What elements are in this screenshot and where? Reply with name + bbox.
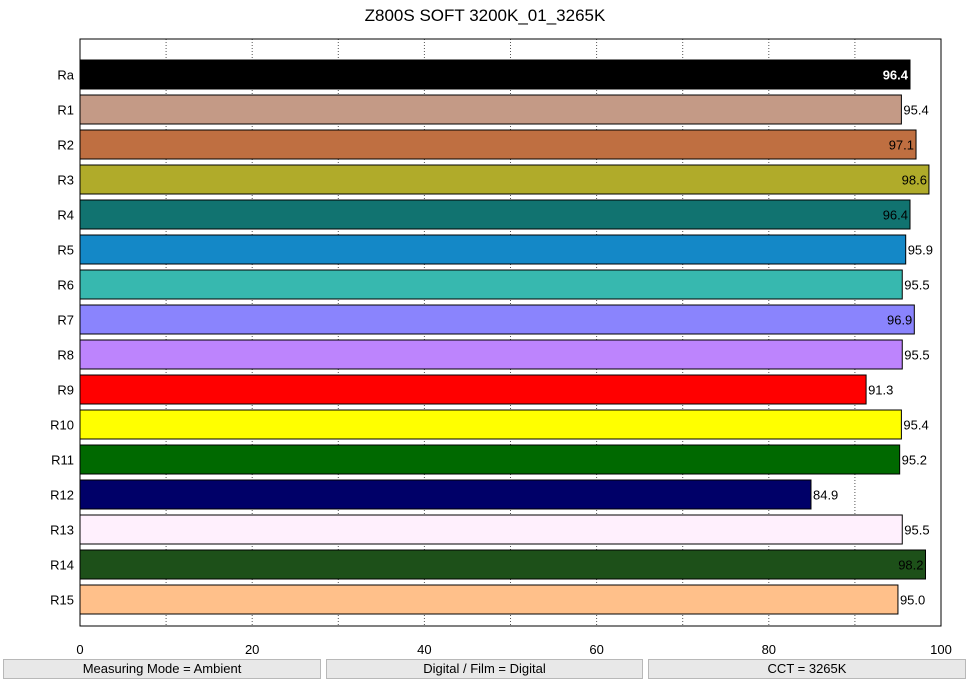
bar-r14 <box>79 549 927 580</box>
bars <box>79 59 930 615</box>
category-label-r7: R7 <box>57 313 74 328</box>
x-tick-label: 0 <box>76 642 83 657</box>
value-label-r2: 97.1 <box>889 138 914 153</box>
category-labels: Ra R1 R2 R3 R4 R5 R6 R7 R8 R9 R10 R11 R12 R13 R14 R15 <box>50 68 75 608</box>
category-label-r3: R3 <box>57 173 74 188</box>
digital-film-status: Digital / Film = Digital <box>326 659 643 679</box>
category-label-r10: R10 <box>50 418 74 433</box>
bar-r1 <box>79 94 902 125</box>
value-label-r11: 95.2 <box>902 453 927 468</box>
bar-r5 <box>79 234 907 265</box>
category-label-r14: R14 <box>50 558 74 573</box>
bar-r2 <box>79 129 917 160</box>
bar-r7 <box>79 304 915 335</box>
bar-r8 <box>79 339 903 370</box>
category-label-r8: R8 <box>57 348 74 363</box>
value-label-r3: 98.6 <box>902 173 927 188</box>
value-label-r14: 98.2 <box>898 558 923 573</box>
value-label-r4: 96.4 <box>883 208 908 223</box>
bar-r15 <box>79 584 899 615</box>
x-tick-label: 80 <box>762 642 776 657</box>
x-axis-ticks: 0 20 40 60 80 100 <box>76 642 951 657</box>
bar-r6 <box>79 269 903 300</box>
value-labels: 96.4 95.4 97.1 98.6 96.4 95.9 95.5 96.9 95.5 91.3… <box>813 68 933 608</box>
category-label-r15: R15 <box>50 593 74 608</box>
value-label-r1: 95.4 <box>903 103 928 118</box>
measuring-mode-status: Measuring Mode = Ambient <box>3 659 321 679</box>
category-label-r13: R13 <box>50 523 74 538</box>
category-label-r2: R2 <box>57 138 74 153</box>
category-label-r6: R6 <box>57 278 74 293</box>
value-label-r15: 95.0 <box>900 593 925 608</box>
bar-r3 <box>79 164 930 195</box>
category-label-r5: R5 <box>57 243 74 258</box>
value-label-r10: 95.4 <box>903 418 928 433</box>
x-tick-label: 20 <box>245 642 259 657</box>
value-label-r9: 91.3 <box>868 383 893 398</box>
bar-r11 <box>79 444 901 475</box>
value-label-r13: 95.5 <box>904 523 929 538</box>
value-label-r7: 96.9 <box>887 313 912 328</box>
x-tick-label: 100 <box>930 642 952 657</box>
value-label-r12: 84.9 <box>813 488 838 503</box>
x-tick-label: 60 <box>589 642 603 657</box>
bar-r12 <box>79 479 812 510</box>
category-label-ra: Ra <box>57 68 74 83</box>
value-label-r6: 95.5 <box>904 278 929 293</box>
chart-title: Z800S SOFT 3200K_01_3265K <box>364 6 606 25</box>
bar-r13 <box>79 514 903 545</box>
x-tick-label: 40 <box>417 642 431 657</box>
bar-r4 <box>79 199 911 230</box>
category-label-r12: R12 <box>50 488 74 503</box>
cct-status: CCT = 3265K <box>648 659 966 679</box>
bar-ra <box>79 59 911 90</box>
bar-r9 <box>79 374 867 405</box>
category-label-r9: R9 <box>57 383 74 398</box>
plot-frame <box>79 38 942 627</box>
category-label-r11: R11 <box>51 453 74 468</box>
category-label-r1: R1 <box>57 103 74 118</box>
value-label-ra: 96.4 <box>883 68 909 83</box>
value-label-r8: 95.5 <box>904 348 929 363</box>
value-label-r5: 95.9 <box>908 243 933 258</box>
category-label-r4: R4 <box>57 208 74 223</box>
bar-r10 <box>79 409 902 440</box>
